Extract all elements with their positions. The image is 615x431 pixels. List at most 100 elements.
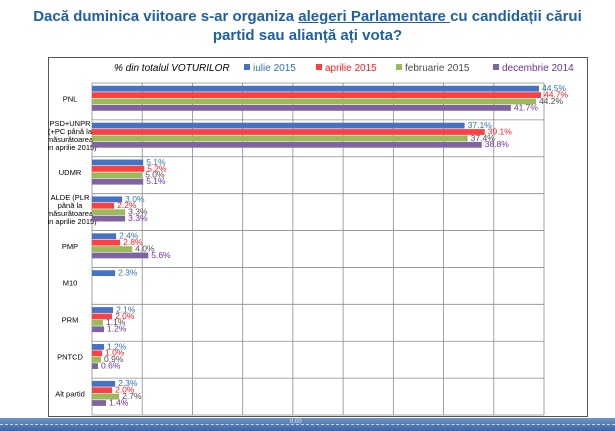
bar: [92, 196, 123, 203]
category-label-line: din aprilie 2015): [48, 217, 97, 226]
bar: [92, 85, 539, 92]
bar: [92, 363, 99, 370]
category-label: PNTCD: [57, 353, 83, 362]
bar: [92, 178, 144, 185]
data-label: 3.0%: [125, 194, 145, 204]
data-label: 1.2%: [107, 324, 127, 334]
category-label-line: PSD+UNPR: [49, 119, 91, 128]
data-label: 37.1%: [468, 120, 493, 130]
data-label: 5.1%: [146, 157, 166, 167]
title-underlined: alegeri Parlamentare: [298, 8, 451, 25]
data-label: 2.1%: [116, 304, 136, 314]
bar: [92, 252, 149, 259]
bar: [92, 246, 133, 252]
category-label-line: din aprilie 2015): [48, 143, 97, 152]
title-line2: partid sau alianță ați vota?: [212, 27, 403, 44]
category-label-line: Alt partid: [55, 389, 85, 398]
bar: [92, 233, 117, 240]
bar: [92, 350, 103, 357]
bottom-dashed-line: [0, 424, 615, 425]
bar: [92, 313, 113, 320]
data-label: 44.2%: [539, 96, 564, 106]
data-label: 37.4%: [471, 133, 496, 143]
bar: [92, 356, 102, 363]
bar: [92, 344, 105, 350]
data-label: 5.6%: [151, 250, 171, 260]
bar: [92, 159, 144, 166]
data-label: 2.7%: [122, 391, 142, 401]
category-label-line: PMP: [62, 242, 78, 251]
data-label: 0.9%: [104, 354, 124, 364]
legend-label: aprilie 2015: [325, 63, 377, 74]
data-label: 2.0%: [115, 311, 135, 321]
data-label: 38.8%: [485, 139, 510, 149]
category-label: Alt partid: [55, 389, 85, 398]
bar: [92, 326, 105, 333]
chart-frame: [48, 57, 588, 417]
data-label: 1.2%: [107, 341, 127, 351]
bar: [92, 393, 120, 400]
title-part2: cu candidații cărui: [450, 8, 582, 25]
data-label: 3.3%: [128, 207, 148, 217]
data-label: 2.4%: [119, 231, 139, 241]
bottom-zero-label: 0.00: [290, 419, 302, 425]
category-label-line: măsurătoarea: [48, 135, 94, 144]
data-label: 2.3%: [118, 268, 138, 278]
bar: [92, 270, 116, 277]
category-label: PMP: [62, 242, 78, 251]
bar: [92, 122, 465, 129]
category-label-line: UDMR: [59, 168, 82, 177]
data-label: 0.6%: [101, 361, 121, 371]
legend-marker: [493, 64, 499, 70]
data-label: 44.5%: [542, 83, 567, 93]
legend-label: februarie 2015: [405, 63, 470, 74]
bar: [92, 387, 113, 394]
category-label-line: M10: [63, 279, 78, 288]
bar: [92, 165, 145, 172]
bar: [92, 135, 468, 142]
bar: [92, 105, 511, 111]
data-label: 5.2%: [147, 163, 167, 173]
legend-label: decembrie 2014: [502, 63, 574, 74]
bottom-bar: 0.00: [0, 418, 615, 431]
category-label-line: PNTCD: [57, 353, 83, 362]
category-label-line: ALDE (PLR: [51, 193, 90, 202]
data-label: 2.2%: [117, 200, 137, 210]
bar: [92, 209, 126, 216]
chart-title: Dacă duminica viitoare s-ar organiza ale…: [0, 7, 615, 45]
bar: [92, 172, 143, 179]
bar: [92, 319, 104, 326]
data-label: 1.4%: [109, 397, 129, 407]
bar: [92, 400, 107, 406]
bar: [92, 380, 116, 387]
category-label-line: măsurătoarea: [48, 209, 94, 218]
category-label-line: (+PC până la: [48, 127, 93, 136]
bar: [92, 98, 536, 105]
data-label: 4.0%: [135, 243, 155, 253]
bar: [92, 92, 541, 98]
data-label: 2.3%: [118, 378, 138, 388]
data-label: 3.3%: [128, 213, 148, 223]
category-label: UDMR: [59, 168, 82, 177]
bar: [92, 129, 485, 135]
legend-label: iulie 2015: [253, 63, 296, 74]
legend-marker: [244, 64, 250, 70]
data-label: 5.0%: [145, 170, 165, 180]
chart-subtitle: % din totalul VOTURILOR: [114, 63, 230, 74]
category-label-line: PRM: [62, 316, 79, 325]
category-label: M10: [63, 279, 78, 288]
bar: [92, 307, 114, 313]
bar-chart: % din totalul VOTURILOR iulie 2015 aprilie…: [48, 63, 574, 416]
title-part1: Dacă duminica viitoare s-ar organiza: [33, 8, 299, 25]
bar: [92, 141, 482, 148]
data-label: 1.1%: [106, 317, 126, 327]
bar: [92, 202, 115, 209]
category-label: PNL: [63, 94, 78, 103]
data-label: 2.8%: [123, 237, 143, 247]
data-label: 41.7%: [514, 102, 539, 112]
category-label-line: până la: [58, 201, 83, 210]
data-label: 39.1%: [488, 126, 513, 136]
legend-marker: [396, 64, 402, 70]
data-label: 5.1%: [146, 176, 166, 186]
category-label: ALDE (PLR până la măsurătoarea din aprilie …: [48, 193, 97, 226]
